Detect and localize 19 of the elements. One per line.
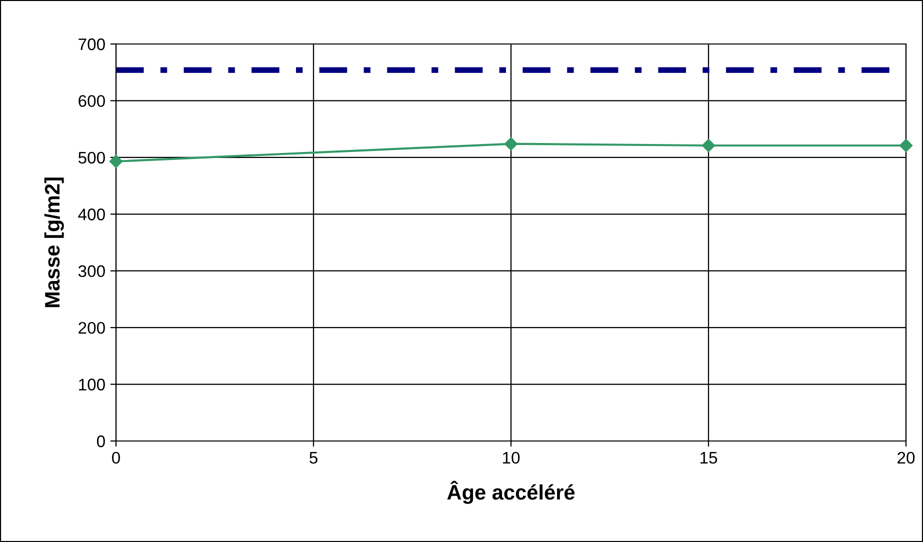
y-axis-title: Masse [g/m2] xyxy=(44,178,64,308)
x-tick-label: 20 xyxy=(898,452,915,464)
point xyxy=(702,138,716,152)
x-axis-title: Âge accéléré xyxy=(447,480,575,504)
x-tick-label: 15 xyxy=(700,452,718,464)
x-tick-label: 10 xyxy=(503,452,520,464)
y-tick-label: 200 xyxy=(78,322,105,334)
y-tick-label: 300 xyxy=(78,265,105,278)
y-tick-label: 100 xyxy=(79,378,105,390)
y-tick-label: 400 xyxy=(78,208,105,220)
x-tick-label: 5 xyxy=(310,452,318,464)
point xyxy=(899,138,913,152)
y-tick-label: 600 xyxy=(78,95,105,107)
y-tick-label: 700 xyxy=(78,38,105,50)
x-tick-label: 0 xyxy=(112,452,120,464)
y-tick-label: 0 xyxy=(96,435,105,448)
point xyxy=(504,137,518,150)
y-tick-label: 500 xyxy=(78,152,105,164)
point xyxy=(109,154,123,168)
